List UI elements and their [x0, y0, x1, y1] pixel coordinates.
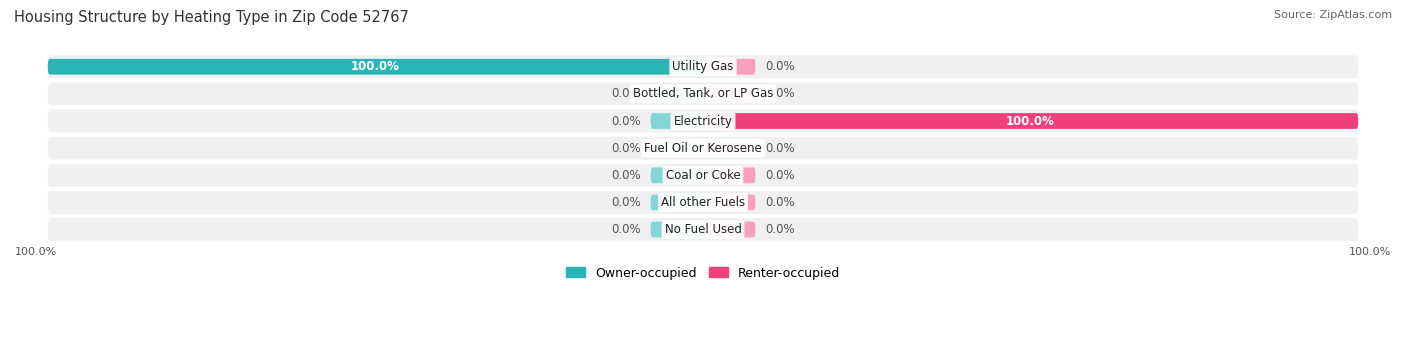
Text: 0.0%: 0.0%	[612, 169, 641, 182]
FancyBboxPatch shape	[48, 83, 1358, 105]
Text: 100.0%: 100.0%	[1348, 247, 1391, 257]
Text: 0.0%: 0.0%	[765, 60, 794, 73]
FancyBboxPatch shape	[651, 113, 703, 129]
Text: Fuel Oil or Kerosene: Fuel Oil or Kerosene	[644, 142, 762, 155]
Text: Coal or Coke: Coal or Coke	[665, 169, 741, 182]
Text: 0.0%: 0.0%	[765, 87, 794, 100]
Text: 0.0%: 0.0%	[612, 87, 641, 100]
Text: 100.0%: 100.0%	[352, 60, 399, 73]
FancyBboxPatch shape	[703, 59, 755, 75]
FancyBboxPatch shape	[48, 164, 1358, 187]
Text: Bottled, Tank, or LP Gas: Bottled, Tank, or LP Gas	[633, 87, 773, 100]
Text: 0.0%: 0.0%	[765, 196, 794, 209]
FancyBboxPatch shape	[651, 167, 703, 183]
Text: Electricity: Electricity	[673, 115, 733, 128]
Text: Housing Structure by Heating Type in Zip Code 52767: Housing Structure by Heating Type in Zip…	[14, 10, 409, 25]
FancyBboxPatch shape	[703, 86, 755, 102]
Text: No Fuel Used: No Fuel Used	[665, 223, 741, 236]
Text: 100.0%: 100.0%	[1007, 115, 1054, 128]
FancyBboxPatch shape	[651, 140, 703, 156]
Text: 0.0%: 0.0%	[612, 223, 641, 236]
Text: 0.0%: 0.0%	[765, 223, 794, 236]
FancyBboxPatch shape	[703, 140, 755, 156]
FancyBboxPatch shape	[651, 195, 703, 210]
Text: 0.0%: 0.0%	[765, 169, 794, 182]
FancyBboxPatch shape	[48, 137, 1358, 160]
Text: Source: ZipAtlas.com: Source: ZipAtlas.com	[1274, 10, 1392, 20]
FancyBboxPatch shape	[703, 167, 755, 183]
Text: 0.0%: 0.0%	[612, 115, 641, 128]
FancyBboxPatch shape	[48, 55, 1358, 78]
FancyBboxPatch shape	[703, 113, 1358, 129]
Text: 0.0%: 0.0%	[612, 142, 641, 155]
Text: All other Fuels: All other Fuels	[661, 196, 745, 209]
FancyBboxPatch shape	[703, 195, 755, 210]
FancyBboxPatch shape	[48, 59, 703, 75]
FancyBboxPatch shape	[48, 109, 1358, 132]
FancyBboxPatch shape	[48, 191, 1358, 214]
Text: 0.0%: 0.0%	[765, 142, 794, 155]
FancyBboxPatch shape	[651, 86, 703, 102]
Legend: Owner-occupied, Renter-occupied: Owner-occupied, Renter-occupied	[561, 262, 845, 284]
FancyBboxPatch shape	[48, 218, 1358, 241]
Text: 100.0%: 100.0%	[15, 247, 58, 257]
Text: Utility Gas: Utility Gas	[672, 60, 734, 73]
Text: 0.0%: 0.0%	[612, 196, 641, 209]
FancyBboxPatch shape	[703, 222, 755, 237]
FancyBboxPatch shape	[651, 222, 703, 237]
